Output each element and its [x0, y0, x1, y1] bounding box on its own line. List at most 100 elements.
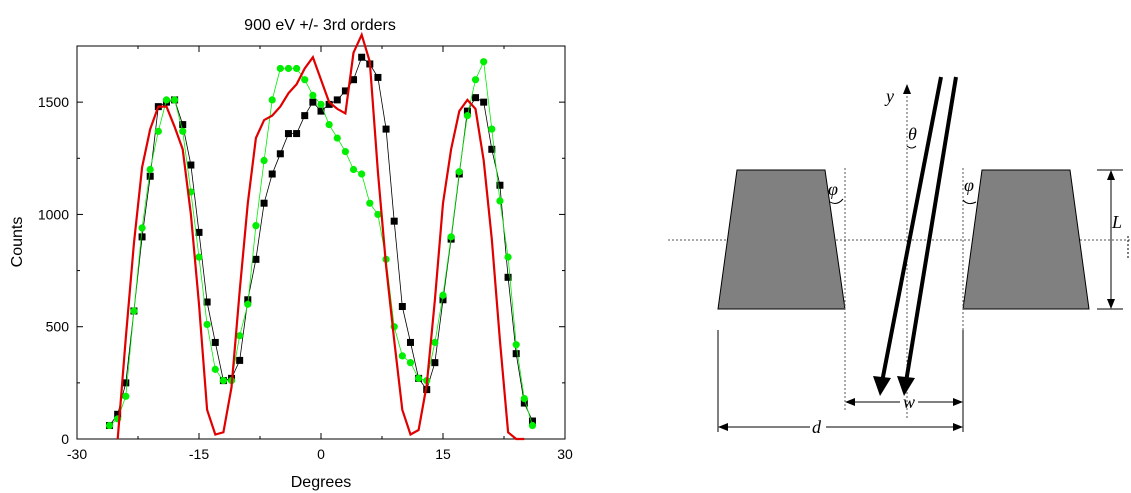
- series-1-point: [130, 307, 138, 315]
- series-1-point: [211, 365, 219, 373]
- y-tick-label: 1000: [38, 206, 69, 222]
- series-0-point: [496, 181, 504, 189]
- chart-title: 900 eV +/- 3rd orders: [244, 17, 396, 34]
- series-1-point: [325, 121, 333, 129]
- series-0-point: [276, 150, 284, 158]
- x-tick-label: -15: [189, 446, 209, 462]
- series-1-point: [179, 127, 187, 135]
- series-0-point: [203, 298, 211, 306]
- phi-label-right: φ: [964, 175, 974, 195]
- series-0-point: [293, 130, 301, 138]
- series-0-point: [309, 98, 317, 106]
- series-0-point: [390, 217, 398, 225]
- series-1-point: [333, 134, 341, 142]
- series-0-point: [341, 87, 349, 95]
- series-0-point: [439, 296, 447, 304]
- series-1-point: [528, 421, 537, 430]
- series-0-point: [472, 94, 480, 102]
- series-1-point: [154, 127, 162, 135]
- y-axis-arrowhead: [903, 84, 911, 94]
- series-0-point: [187, 161, 195, 169]
- series-0-point: [431, 359, 439, 367]
- series-0-point: [374, 73, 382, 81]
- series-1-point: [162, 96, 171, 104]
- phi-arc-right: [962, 199, 977, 205]
- series-group: [105, 31, 537, 441]
- series-1-point: [374, 210, 382, 219]
- series-1-point: [463, 112, 471, 120]
- x-axis-title: Degrees: [291, 474, 351, 491]
- series-0-point: [512, 350, 520, 358]
- series-0-point: [406, 338, 414, 346]
- series-1-point: [244, 300, 252, 308]
- series-0-point: [211, 338, 219, 346]
- series-1-point: [276, 64, 284, 73]
- x-tick-label: 30: [557, 446, 573, 462]
- series-1-point: [415, 374, 423, 382]
- x-tick-label: 0: [317, 446, 325, 462]
- series-0-point: [114, 410, 122, 418]
- w-label: w: [903, 392, 915, 412]
- series-1-point: [301, 76, 309, 84]
- series-1-point: [398, 352, 406, 360]
- series-1-point: [504, 253, 512, 261]
- series-1-point: [105, 421, 114, 430]
- series-0-point: [358, 53, 366, 61]
- series-1-point: [138, 224, 146, 232]
- series-1-point: [146, 165, 154, 174]
- series-0-point: [398, 303, 406, 311]
- series-0-point: [146, 172, 154, 180]
- series-1-point: [488, 125, 496, 133]
- series-0-point: [284, 130, 292, 138]
- series-1-point: [236, 332, 244, 340]
- series-0-point: [504, 273, 512, 281]
- series-0-point: [350, 76, 358, 84]
- series-0-point: [325, 100, 333, 108]
- phi-label-left: φ: [828, 179, 838, 199]
- ray-right-arrowhead: [897, 376, 915, 396]
- series-0-point: [260, 199, 268, 207]
- series-0-point: [252, 255, 260, 263]
- series-1-point: [520, 394, 528, 403]
- theta-label: θ: [908, 124, 917, 144]
- series-1-point: [512, 341, 520, 349]
- phi-arc-left: [829, 198, 844, 204]
- L-label: L: [1111, 212, 1122, 232]
- x-tick-label: -30: [67, 446, 87, 462]
- series-1-point: [268, 96, 276, 104]
- grating-diagram: y θ φ φ L w d: [668, 76, 1131, 437]
- series-1-point: [358, 170, 366, 178]
- series-1-point: [447, 233, 455, 241]
- series-1-point: [252, 222, 260, 230]
- series-1-point: [471, 76, 480, 84]
- grating-bar-left: [717, 169, 846, 310]
- y-axis-title: Counts: [9, 217, 26, 268]
- series-1-point: [341, 147, 349, 156]
- series-1-point: [122, 392, 130, 400]
- grating-bar-right: [962, 169, 1090, 310]
- series-1-point: [203, 320, 211, 329]
- series-1-point: [366, 199, 374, 207]
- series-0-point: [179, 121, 187, 129]
- series-1-point: [195, 253, 203, 261]
- series-2-line: [116, 31, 525, 441]
- series-0-point: [382, 125, 390, 133]
- series-0-point: [333, 96, 341, 104]
- series-0-point: [317, 107, 325, 115]
- series-0-point: [122, 379, 130, 387]
- series-1-point: [171, 96, 179, 104]
- series-1-point: [260, 156, 268, 165]
- series-1-point: [431, 338, 439, 347]
- series-0-point: [244, 296, 252, 304]
- series-0-point: [195, 228, 203, 236]
- d-arrow-left: [718, 423, 728, 431]
- ray-left-arrowhead: [873, 376, 891, 396]
- series-1-point: [480, 58, 488, 66]
- ray-right: [904, 76, 958, 383]
- w-arrow-right: [953, 398, 963, 406]
- series-1-point: [349, 165, 358, 174]
- series-0-point: [488, 145, 496, 153]
- series-0-point: [268, 170, 276, 178]
- axis-ticks: [76, 46, 566, 440]
- y-tick-label: 0: [61, 431, 69, 447]
